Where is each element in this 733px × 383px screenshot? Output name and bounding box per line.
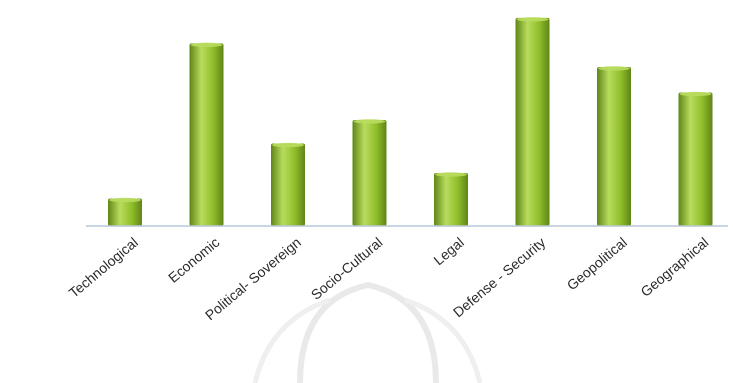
bar-cap [353, 119, 386, 124]
bar-cap [272, 142, 304, 148]
bar-socio-cultural [352, 119, 387, 226]
bar-cap [190, 42, 223, 48]
bar-cap [109, 197, 141, 203]
bar-cap [516, 17, 549, 22]
watermark [252, 281, 483, 383]
bar-geographical [678, 91, 713, 227]
bar-political-sovereign [271, 142, 305, 226]
x-tick-label: Geographical [637, 234, 711, 300]
bar-geopolitical [597, 66, 631, 226]
bar-technological [108, 197, 142, 226]
bar-cap [598, 66, 630, 71]
bar-economic [189, 42, 224, 226]
x-tick-label: Geopolitical [564, 234, 630, 293]
bar-rect [597, 66, 631, 226]
bar-rect [108, 198, 142, 226]
x-tick-label: Technological [66, 234, 141, 301]
bar-rect [352, 119, 387, 226]
bar-cap [679, 91, 712, 97]
bar-rect [434, 172, 468, 226]
bar-rect [189, 43, 224, 226]
bar-rect [678, 92, 713, 227]
bar-defense-security [515, 17, 550, 226]
bar-rect [515, 17, 550, 226]
x-tick-label: Legal [430, 234, 467, 268]
bar-legal [434, 172, 468, 226]
bars-layer [108, 17, 713, 227]
bar-rect [271, 143, 305, 226]
bar-cap [435, 172, 467, 177]
x-tick-label: Economic [165, 234, 222, 286]
